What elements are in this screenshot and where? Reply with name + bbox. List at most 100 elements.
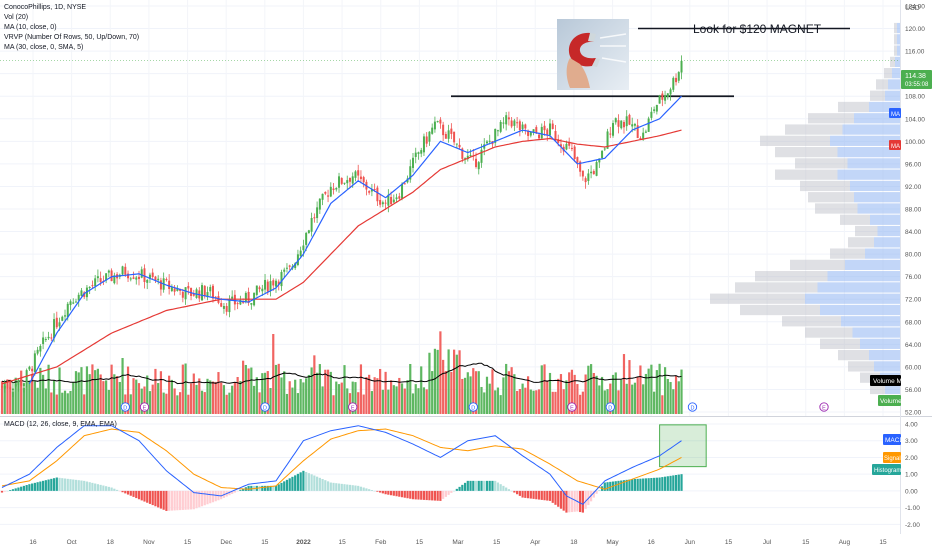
candle-body bbox=[50, 337, 53, 339]
volume-bar bbox=[9, 379, 12, 414]
histogram-bar bbox=[518, 490, 521, 496]
ma30-badge: MA bbox=[889, 140, 901, 150]
volume-bar bbox=[107, 389, 110, 414]
dividend-marker-label: D bbox=[608, 406, 612, 412]
volume-bar bbox=[42, 374, 45, 414]
candle-body bbox=[658, 95, 661, 104]
svg-text:Volume MA: Volume MA bbox=[873, 378, 907, 385]
histogram-bar bbox=[220, 490, 223, 500]
candle-body bbox=[261, 288, 264, 292]
dividend-marker bbox=[687, 402, 698, 412]
histogram-bar bbox=[348, 484, 352, 491]
time-tick-label: 16 bbox=[648, 539, 656, 546]
candle-body bbox=[33, 353, 36, 373]
candle-body bbox=[521, 124, 524, 129]
time-axis[interactable]: 16 Oct 18 Nov 15 Dec 15 2022 15 Feb 15 Mar 15 Apr 18 Ma… bbox=[29, 539, 887, 546]
histogram-bar bbox=[99, 484, 102, 491]
histogram-bar bbox=[44, 480, 47, 491]
candle-body bbox=[680, 60, 683, 73]
candle-body bbox=[450, 128, 453, 134]
histogram-bar bbox=[105, 486, 108, 491]
last-price-badge: 114.38 03:55:08 bbox=[901, 70, 932, 89]
histogram-bar bbox=[420, 490, 423, 500]
volume-bar bbox=[658, 363, 661, 414]
volume-bar bbox=[74, 371, 78, 414]
histogram-bar bbox=[359, 486, 363, 491]
candle-body bbox=[340, 178, 343, 184]
histogram-bar bbox=[595, 490, 598, 494]
symbol-title[interactable]: ConocoPhillips, 1D, NYSE bbox=[4, 4, 86, 11]
volume-bar bbox=[44, 388, 47, 414]
histogram-bar bbox=[433, 490, 437, 501]
volume-profile-row bbox=[857, 203, 900, 214]
candle-body bbox=[170, 287, 173, 292]
volume-bar bbox=[472, 368, 475, 414]
candle-body bbox=[168, 280, 171, 289]
volume-profile-row-down bbox=[760, 135, 830, 146]
volume-bar bbox=[631, 384, 634, 414]
volume-profile-row-down bbox=[710, 293, 805, 304]
candle-body bbox=[414, 152, 417, 157]
histogram-bar bbox=[39, 481, 42, 491]
volume-bar bbox=[469, 376, 472, 414]
histogram-bar bbox=[179, 490, 182, 511]
volume-bar bbox=[239, 381, 242, 414]
candle-body bbox=[88, 286, 91, 288]
histogram-bar bbox=[189, 490, 193, 510]
candle-body bbox=[466, 155, 469, 160]
indicator-legend[interactable]: ConocoPhillips, 1D, NYSE Vol (20) MA (10… bbox=[4, 4, 139, 51]
candle-body bbox=[612, 123, 615, 136]
volume-bar bbox=[36, 387, 39, 414]
histogram-bar bbox=[439, 490, 442, 501]
macd-legend[interactable]: MACD (12, 26, close, 9, EMA, EMA) bbox=[4, 421, 117, 428]
candle-body bbox=[288, 265, 291, 267]
price-pane[interactable]: DDDDDDEEEE bbox=[0, 0, 910, 534]
time-tick-label: 15 bbox=[261, 539, 269, 546]
earnings-marker-label: E bbox=[351, 406, 355, 412]
macd-pane[interactable] bbox=[0, 423, 900, 525]
volume-bar bbox=[187, 394, 190, 414]
legend-vrvp[interactable]: VRVP (Number Of Rows, 50, Up/Down, 70) bbox=[4, 34, 139, 41]
volume-bar bbox=[466, 372, 469, 414]
candle-body bbox=[285, 267, 288, 269]
histogram-bar bbox=[677, 474, 680, 491]
time-tick-label: Oct bbox=[67, 539, 77, 546]
earnings-marker bbox=[348, 402, 358, 412]
legend-ma30[interactable]: MA (30, close, 0, SMA, 5) bbox=[4, 44, 83, 51]
histogram-bar bbox=[666, 476, 669, 491]
volume-profile-row-down bbox=[838, 101, 869, 113]
volume-bar bbox=[63, 390, 67, 414]
volume-bar bbox=[291, 387, 294, 414]
volume-bar bbox=[507, 371, 510, 414]
candle-body bbox=[255, 285, 258, 295]
candle-body bbox=[338, 176, 341, 188]
candle-body bbox=[631, 124, 634, 127]
candle-body bbox=[502, 122, 505, 124]
magnet-annotation[interactable]: Look for $120 MAGNET bbox=[693, 22, 822, 36]
volume-bar bbox=[222, 385, 226, 414]
candle-body bbox=[143, 268, 146, 283]
legend-ma10[interactable]: MA (10, close, 0) bbox=[4, 24, 57, 31]
candle-body bbox=[313, 217, 316, 219]
legend-volume[interactable]: Vol (20) bbox=[4, 14, 28, 21]
volume-bar bbox=[326, 369, 330, 414]
volume-bar bbox=[428, 352, 431, 414]
volume-bar bbox=[474, 371, 478, 414]
candle-body bbox=[280, 272, 283, 287]
volume-bar bbox=[453, 349, 456, 414]
macd-axis[interactable]: 4.00 3.00 2.00 1.00 0.00 -1.00 -2.00 bbox=[905, 422, 920, 529]
histogram-bar bbox=[288, 478, 291, 491]
candle-body bbox=[332, 188, 335, 191]
histogram-bar bbox=[263, 485, 267, 491]
volume-bar bbox=[261, 373, 264, 414]
volume-bar bbox=[285, 393, 289, 414]
volume-bar bbox=[140, 388, 143, 414]
candle-body bbox=[354, 171, 357, 178]
candle-body bbox=[55, 317, 58, 328]
candle-body bbox=[447, 130, 450, 139]
candle-body bbox=[294, 263, 297, 269]
volume-bar bbox=[463, 377, 467, 414]
histogram-bar bbox=[409, 490, 412, 499]
histogram-bar bbox=[80, 480, 83, 491]
